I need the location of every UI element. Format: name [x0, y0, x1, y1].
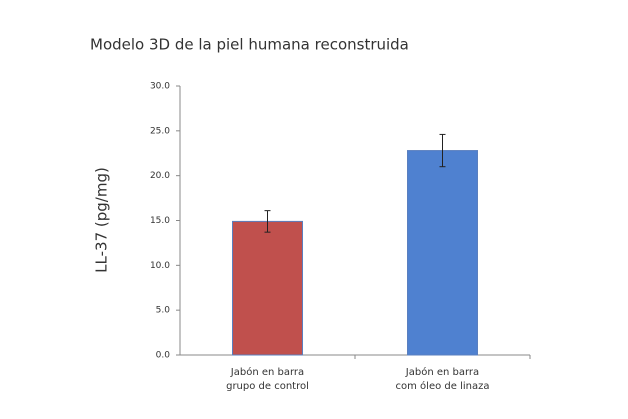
x-tick-label: Jabón en barra	[405, 366, 479, 378]
bar	[232, 220, 303, 356]
y-tick-label: 10.0	[150, 261, 170, 271]
y-tick-label: 30.0	[150, 82, 170, 92]
y-axis-label: LL-37 (pg/mg)	[93, 167, 111, 273]
x-tick-label: com óleo de linaza	[396, 380, 490, 392]
bar	[407, 150, 478, 356]
chart-title: Modelo 3D de la piel humana reconstruida	[90, 36, 409, 54]
y-tick-label: 0.0	[156, 351, 171, 361]
y-tick-label: 15.0	[150, 216, 170, 226]
error-bar	[264, 210, 271, 233]
y-tick-label: 5.0	[156, 306, 171, 316]
x-tick-label: Jabón en barra	[230, 366, 304, 378]
y-tick-label: 20.0	[150, 171, 170, 181]
x-tick-label: grupo de control	[226, 381, 309, 392]
y-tick-label: 25.0	[150, 126, 170, 136]
error-bar	[439, 133, 446, 168]
